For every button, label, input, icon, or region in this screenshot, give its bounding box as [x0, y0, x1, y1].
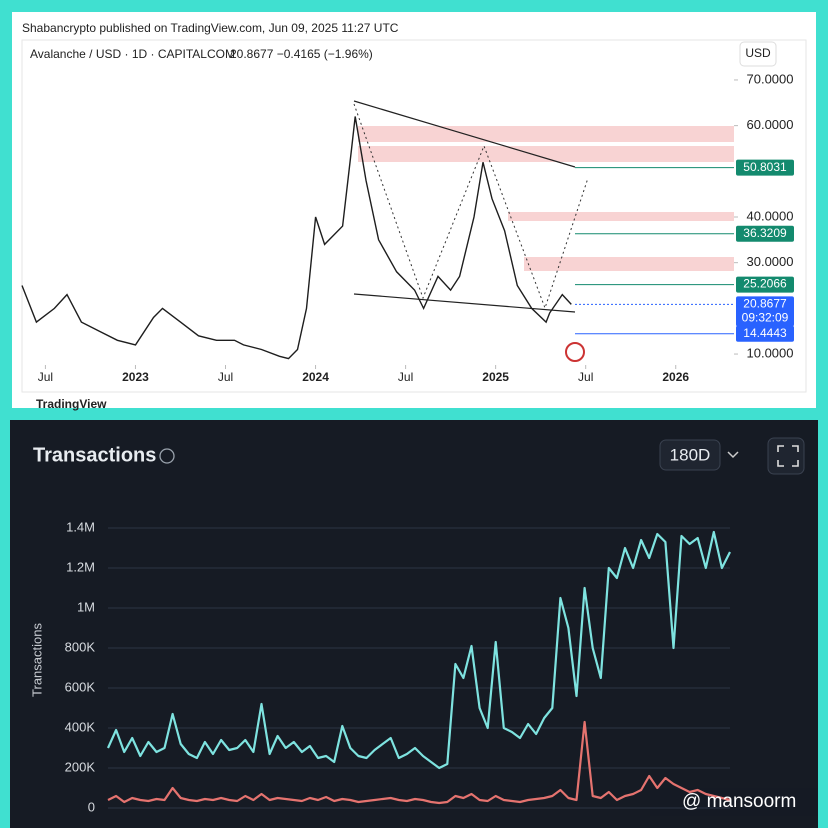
- y-tick-label: 200K: [65, 759, 96, 774]
- tx-panel: [10, 420, 818, 828]
- chevron: [727, 451, 739, 459]
- price-info: 20.8677 −0.4165 (−1.96%): [230, 47, 373, 61]
- level-box: [736, 225, 794, 242]
- level-box: [736, 276, 794, 293]
- trendline: [353, 100, 576, 168]
- price-line: [21, 116, 572, 360]
- level-box: [736, 159, 794, 176]
- source: Shabancrypto published on TradingView.co…: [22, 21, 399, 35]
- level-label: 50.8031: [743, 160, 787, 174]
- level-label: 14.4443: [743, 326, 787, 340]
- info-icon[interactable]: [159, 448, 175, 464]
- x-tick-label: 2024: [302, 370, 329, 384]
- y-tick-label: 0: [88, 799, 95, 814]
- brand: TradingView: [36, 397, 107, 411]
- level-box: [736, 325, 794, 342]
- y-tick-label: 70.0000: [747, 71, 794, 86]
- level-label: 25.2066: [743, 277, 787, 291]
- fullscreen-button[interactable]: [767, 437, 805, 475]
- countdown: 09:32:09: [742, 311, 789, 325]
- y-tick-label: 1.2M: [66, 559, 95, 574]
- trendline: [353, 293, 576, 313]
- y-axis-title: Transactions: [29, 623, 44, 697]
- x-tick-label: 2025: [482, 370, 509, 384]
- zone: [524, 257, 734, 271]
- watermark-bg: [650, 788, 818, 816]
- x-tick-label: Jul: [38, 370, 53, 384]
- fullscreen-icon: [777, 445, 799, 467]
- price-panel: [12, 12, 816, 408]
- y-tick-label: 1M: [77, 599, 95, 614]
- currency-box[interactable]: [739, 41, 777, 67]
- level-box: [736, 296, 794, 327]
- x-tick-label: Jul: [218, 370, 233, 384]
- flag-icon: [565, 342, 585, 362]
- y-tick-label: 600K: [65, 679, 96, 694]
- currency: USD: [745, 46, 771, 60]
- range-button[interactable]: [659, 439, 721, 471]
- chart-title: Avalanche / USD · 1D · CAPITALCOM: [30, 47, 235, 61]
- watermark: @ mansoorm: [682, 791, 796, 812]
- series-line: [106, 530, 731, 770]
- series-line: [107, 720, 731, 805]
- y-tick-label: 60.0000: [747, 117, 794, 132]
- y-tick-label: 400K: [65, 719, 96, 734]
- zone: [358, 126, 734, 142]
- zone: [508, 212, 734, 221]
- zone: [358, 146, 734, 162]
- price-plot-border: [21, 39, 807, 393]
- chart-title: Transactions: [33, 444, 156, 466]
- x-tick-label: 2026: [662, 370, 689, 384]
- x-tick-label: Jul: [578, 370, 593, 384]
- y-tick-label: 30.0000: [747, 254, 794, 269]
- y-tick-label: 10.0000: [747, 345, 794, 360]
- y-tick-label: 40.0000: [747, 208, 794, 223]
- level-label: 20.8677: [743, 297, 787, 311]
- range-label: 180D: [670, 445, 711, 464]
- y-tick-label: 800K: [65, 639, 96, 654]
- y-tick-label: 1.4M: [66, 519, 95, 534]
- x-tick-label: 2023: [122, 370, 149, 384]
- level-label: 36.3209: [743, 226, 787, 240]
- x-tick-label: Jul: [398, 370, 413, 384]
